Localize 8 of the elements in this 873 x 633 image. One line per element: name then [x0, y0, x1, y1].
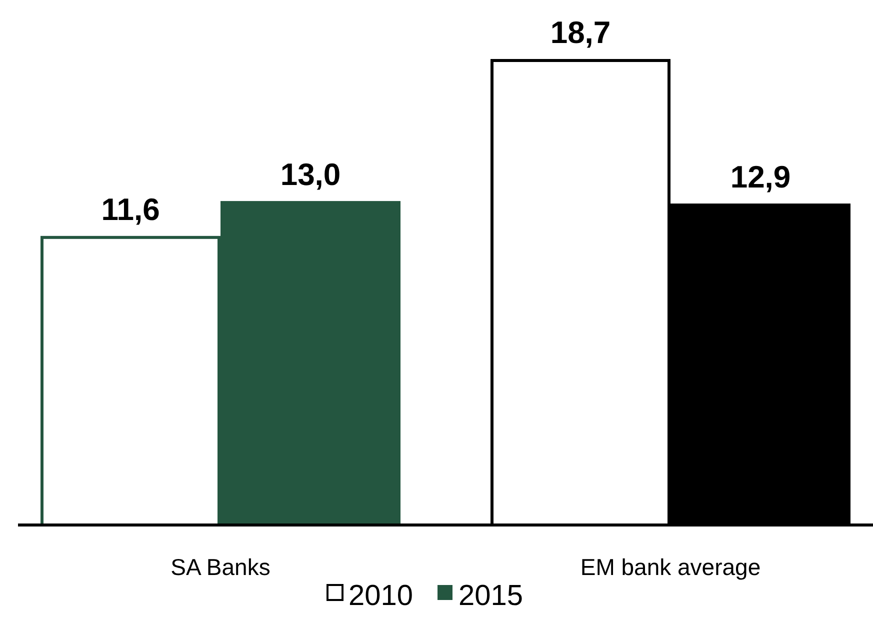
- legend-label: 2015: [458, 580, 524, 612]
- data-label: 11,6: [101, 192, 160, 227]
- data-label: 18,7: [550, 15, 611, 50]
- legend-label: 2010: [348, 580, 414, 612]
- x-tick-label: EM bank average: [580, 554, 761, 580]
- data-label: 13,0: [280, 157, 341, 192]
- data-label: 12,9: [730, 160, 791, 195]
- x-tick-label: SA Banks: [170, 554, 270, 580]
